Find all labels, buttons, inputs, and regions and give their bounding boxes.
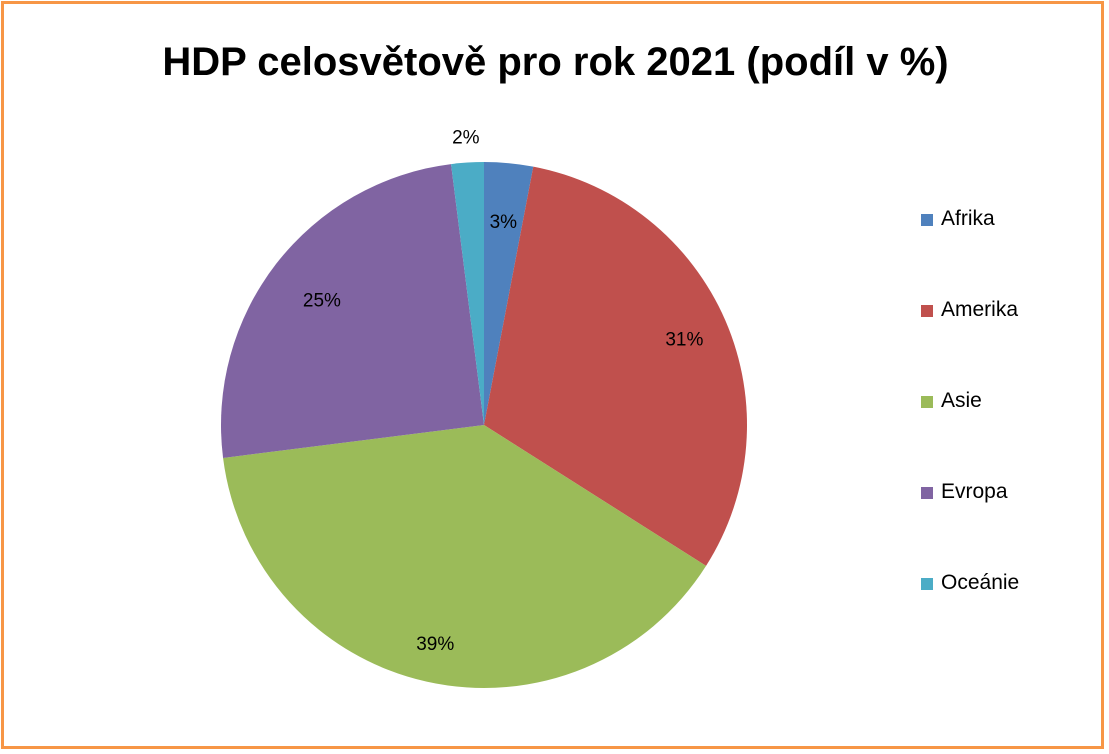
legend-item-evropa: Evropa [921,480,1019,571]
legend-label: Afrika [941,207,995,231]
legend-item-asie: Asie [921,389,1019,480]
legend-item-oceánie: Oceánie [921,571,1019,662]
legend-label: Amerika [941,298,1018,322]
legend-swatch [921,487,933,499]
data-label-evropa: 25% [303,290,341,311]
legend-label: Asie [941,389,982,413]
pie-slice-evropa [221,164,484,458]
legend: Afrika Amerika Asie Evropa Oceánie [921,207,1019,662]
legend-label: Evropa [941,480,1008,504]
legend-swatch [921,578,933,590]
data-label-afrika: 3% [490,212,518,233]
legend-swatch [921,214,933,226]
legend-label: Oceánie [941,571,1019,595]
data-label-oceánie: 2% [452,127,480,148]
legend-swatch [921,305,933,317]
legend-item-afrika: Afrika [921,207,1019,298]
legend-swatch [921,396,933,408]
data-label-asie: 39% [416,634,454,655]
data-label-amerika: 31% [665,329,703,350]
legend-item-amerika: Amerika [921,298,1019,389]
